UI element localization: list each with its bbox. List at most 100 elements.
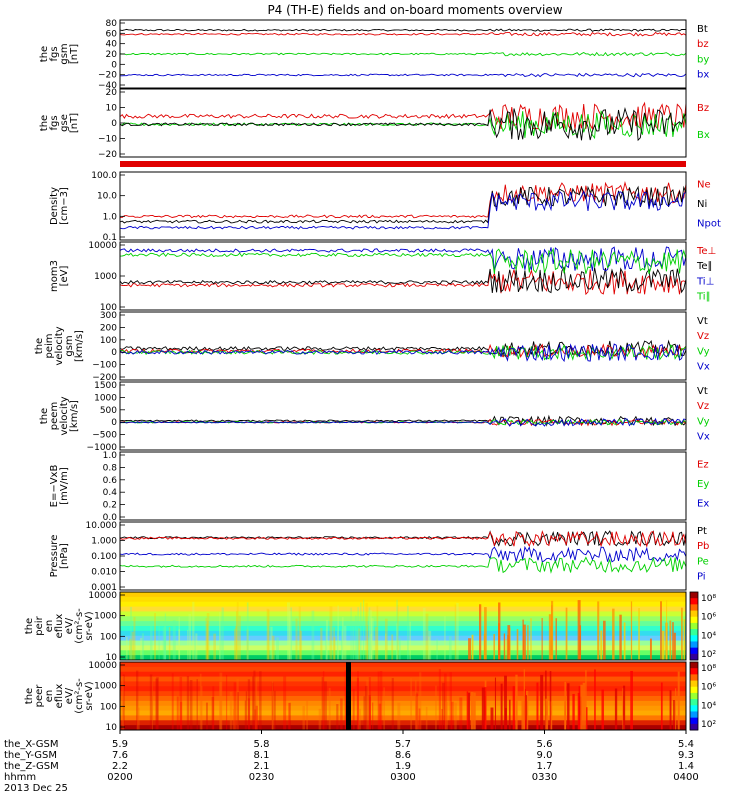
spectrogram-streak [158, 621, 160, 660]
y-tick-label: 100 [100, 632, 117, 642]
spectrogram-streak [660, 601, 662, 660]
legend-entry: Pb [697, 541, 709, 552]
chart-title: P4 (TH-E) fields and on-board moments ov… [267, 3, 562, 17]
spectrogram-streak [666, 600, 668, 660]
spectrogram-streak [504, 707, 507, 730]
spectrogram-streak [155, 678, 159, 730]
colorbar-segment [690, 653, 698, 661]
spectrogram-band [120, 725, 686, 731]
spectrogram-streak [253, 670, 256, 730]
y-tick-label: 0.2 [103, 501, 117, 511]
legend-entry: bx [697, 69, 709, 80]
x-row-label: the_Y-GSM [4, 750, 57, 761]
colorbar-segment [690, 622, 698, 630]
spectrogram-streak [669, 620, 672, 660]
spectrogram-streak [201, 685, 203, 730]
spectrogram-streak [478, 604, 482, 660]
spectrogram-streak [448, 636, 452, 660]
spectrogram-band [120, 715, 686, 721]
y-tick-label: −200 [92, 373, 117, 383]
spectrogram-streak [196, 679, 198, 730]
spectrogram-streak [582, 682, 586, 730]
spectrogram-streak [289, 702, 291, 730]
spectrogram-streak [149, 621, 153, 660]
spectrogram-streak [456, 602, 459, 660]
spectrogram-streak [271, 635, 275, 660]
x-tick-label: 8.6 [395, 750, 411, 761]
y-tick-label: 10000 [88, 591, 117, 601]
spectrogram-streak [672, 622, 674, 660]
panel-pressure: 10.000 1.000 0.100 0.010 0.001 Pressure [nPa] P… [49, 521, 709, 593]
spectrogram-streak [425, 613, 429, 660]
y-tick-label: 0.0 [103, 513, 118, 523]
spectrogram-streak [419, 672, 422, 730]
series-line [119, 268, 687, 296]
y-axis-label: the [39, 115, 50, 131]
spectrogram-streak [483, 633, 486, 660]
spectrogram-streak [545, 698, 549, 730]
legend-entry: Vx [697, 361, 710, 372]
spectrogram-streak [322, 671, 325, 730]
legend-entry: Ni [697, 199, 707, 210]
spectrogram-streak [369, 610, 373, 660]
spectrogram-streak [355, 615, 357, 660]
spectrogram-streak [409, 621, 411, 660]
spectrogram-streak [344, 670, 347, 730]
spectrogram-streak [325, 619, 329, 660]
y-tick-label: 40 [106, 40, 118, 50]
spectrogram-streak [484, 607, 487, 660]
spectrogram-streak [271, 697, 275, 730]
spectrogram-streak [398, 638, 401, 660]
y-axis-label: Density [49, 187, 60, 225]
spectrogram-streak [328, 687, 331, 730]
spectrogram-streak [541, 618, 543, 660]
spectrogram-streak [358, 708, 361, 730]
y-tick-label: 0 [111, 60, 117, 70]
y-axis-label: peem [49, 402, 60, 430]
spectrogram-streak [370, 618, 374, 660]
y-axis-label: the [24, 618, 35, 634]
spectrogram-streak [521, 696, 525, 730]
series-line [119, 266, 687, 294]
spectrogram-streak [276, 637, 280, 660]
spectrogram-streak [516, 629, 519, 660]
series-line [119, 530, 687, 547]
x-row-label: the_Z-GSM [4, 761, 59, 772]
spectrogram-streak [288, 611, 292, 660]
spectrogram-streak [235, 611, 238, 660]
spectrogram-streak [551, 600, 554, 660]
spectrogram-streak [369, 697, 371, 730]
spectrogram-streak [211, 697, 215, 730]
y-tick-label: 200 [100, 323, 117, 333]
spectrogram-streak [577, 692, 581, 730]
spectrogram-streak [329, 606, 333, 660]
colorbar-tick-label: 10⁶ [701, 683, 716, 693]
spectrogram-streak [221, 607, 224, 660]
y-tick-label: 1000 [94, 612, 117, 622]
spectrogram-streak [352, 688, 355, 730]
y-tick-label: 1000 [94, 272, 117, 282]
spectrogram-streak [505, 638, 507, 660]
y-axis-label: eV/ [64, 617, 75, 634]
spectrogram-streak [244, 700, 247, 730]
y-tick-label: −100 [92, 361, 117, 371]
spectrogram-streak [360, 602, 362, 660]
colorbar-tick-label: 10⁴ [701, 631, 716, 641]
y-tick-label: 100.0 [91, 171, 117, 181]
spectrogram-streak [178, 629, 181, 660]
colorbar-segment [690, 592, 698, 599]
legend-entry: Bx [697, 130, 710, 141]
colorbar-segment [690, 692, 698, 700]
spectrogram-band [120, 662, 686, 668]
spectrogram-streak [512, 686, 515, 730]
spectrogram-streak [494, 677, 497, 730]
y-axis-label: [cm−3] [59, 187, 70, 225]
x-tick-label: 2.2 [112, 761, 128, 772]
y-tick-label: −20 [98, 150, 117, 160]
spectrogram-streak [286, 602, 290, 660]
spectrogram-streak [372, 702, 374, 730]
y-axis-label: the [24, 688, 35, 704]
legend-entry: Vx [697, 431, 710, 442]
